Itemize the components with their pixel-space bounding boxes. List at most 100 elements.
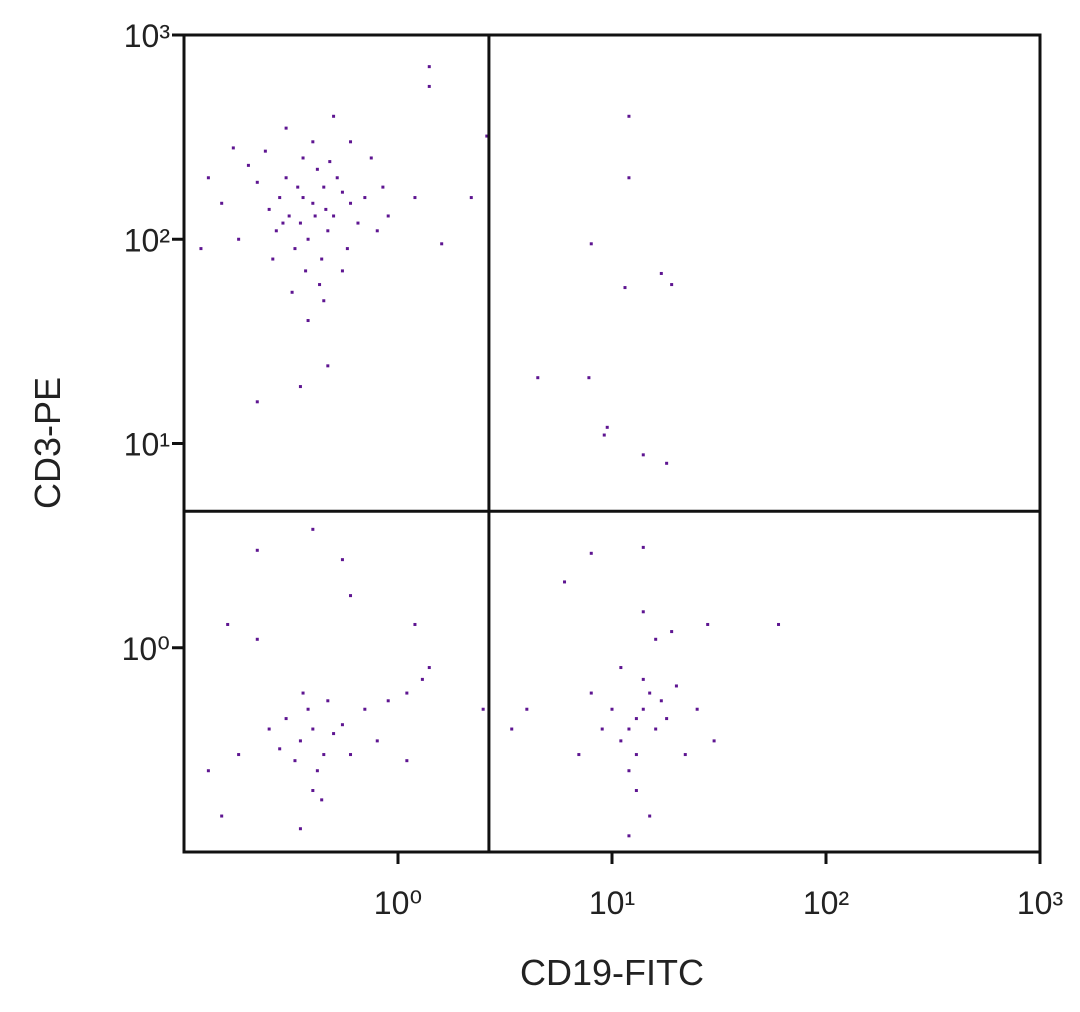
point xyxy=(281,221,285,225)
y-tick-label: 10³ xyxy=(124,18,171,54)
point xyxy=(654,727,658,731)
point xyxy=(296,185,300,189)
point xyxy=(634,789,638,793)
point xyxy=(306,707,310,711)
point xyxy=(340,269,344,273)
point xyxy=(301,156,305,160)
point xyxy=(315,167,319,171)
point xyxy=(356,221,360,225)
point xyxy=(600,727,604,731)
point xyxy=(255,400,259,404)
x-tick-label: 10¹ xyxy=(589,885,635,921)
point xyxy=(674,684,678,688)
point xyxy=(610,707,614,711)
point xyxy=(536,376,540,380)
point xyxy=(311,527,315,531)
point xyxy=(695,707,699,711)
point xyxy=(237,753,241,757)
point xyxy=(287,214,291,218)
y-tick-label: 10⁰ xyxy=(122,631,170,667)
y-axis-label: CD3-PE xyxy=(27,377,68,509)
point xyxy=(665,461,669,465)
point xyxy=(328,160,332,164)
point xyxy=(332,114,336,118)
point xyxy=(627,769,631,773)
point xyxy=(301,691,305,695)
point xyxy=(375,229,379,233)
point xyxy=(589,242,593,246)
point xyxy=(220,201,224,205)
point xyxy=(320,257,324,261)
point xyxy=(322,185,326,189)
point xyxy=(284,126,288,130)
point xyxy=(255,548,259,552)
point xyxy=(427,84,431,88)
point xyxy=(345,247,349,251)
point xyxy=(237,237,241,241)
point xyxy=(648,691,652,695)
point xyxy=(311,789,315,793)
point xyxy=(322,299,326,303)
point xyxy=(670,630,674,634)
point xyxy=(363,196,367,200)
point xyxy=(226,622,230,626)
point xyxy=(659,271,663,275)
point xyxy=(619,739,623,743)
point xyxy=(255,637,259,641)
point xyxy=(634,717,638,721)
point xyxy=(324,207,328,211)
point xyxy=(619,666,623,670)
point xyxy=(278,196,282,200)
point xyxy=(712,739,716,743)
point xyxy=(298,221,302,225)
point xyxy=(311,727,315,731)
point xyxy=(255,180,259,184)
point xyxy=(322,753,326,757)
point xyxy=(199,247,203,251)
point xyxy=(304,269,308,273)
point xyxy=(627,176,631,180)
point xyxy=(627,727,631,731)
point xyxy=(589,691,593,695)
point xyxy=(641,453,645,457)
point xyxy=(777,622,781,626)
point xyxy=(623,286,627,290)
point xyxy=(311,201,315,205)
point xyxy=(413,622,417,626)
point xyxy=(340,723,344,727)
point xyxy=(525,707,529,711)
point xyxy=(332,732,336,736)
point xyxy=(386,214,390,218)
point xyxy=(318,283,322,287)
point xyxy=(369,156,373,160)
point xyxy=(298,385,302,389)
point xyxy=(665,717,669,721)
point xyxy=(340,558,344,562)
point xyxy=(641,545,645,549)
x-tick-label: 10³ xyxy=(1017,885,1064,921)
point xyxy=(349,201,353,205)
point xyxy=(284,176,288,180)
point xyxy=(298,739,302,743)
point xyxy=(206,769,210,773)
point xyxy=(206,176,210,180)
point xyxy=(587,376,591,380)
point xyxy=(246,163,250,167)
x-tick-label: 10⁰ xyxy=(374,885,422,921)
point xyxy=(589,551,593,555)
point xyxy=(349,753,353,757)
point xyxy=(267,207,271,211)
point xyxy=(469,196,473,200)
point xyxy=(634,753,638,757)
y-tick-label: 10² xyxy=(124,222,171,258)
point xyxy=(363,707,367,711)
point xyxy=(670,283,674,287)
point xyxy=(326,229,330,233)
point xyxy=(510,727,514,731)
point xyxy=(271,257,275,261)
point xyxy=(313,214,317,218)
point xyxy=(577,753,581,757)
point xyxy=(306,319,310,323)
point xyxy=(654,637,658,641)
